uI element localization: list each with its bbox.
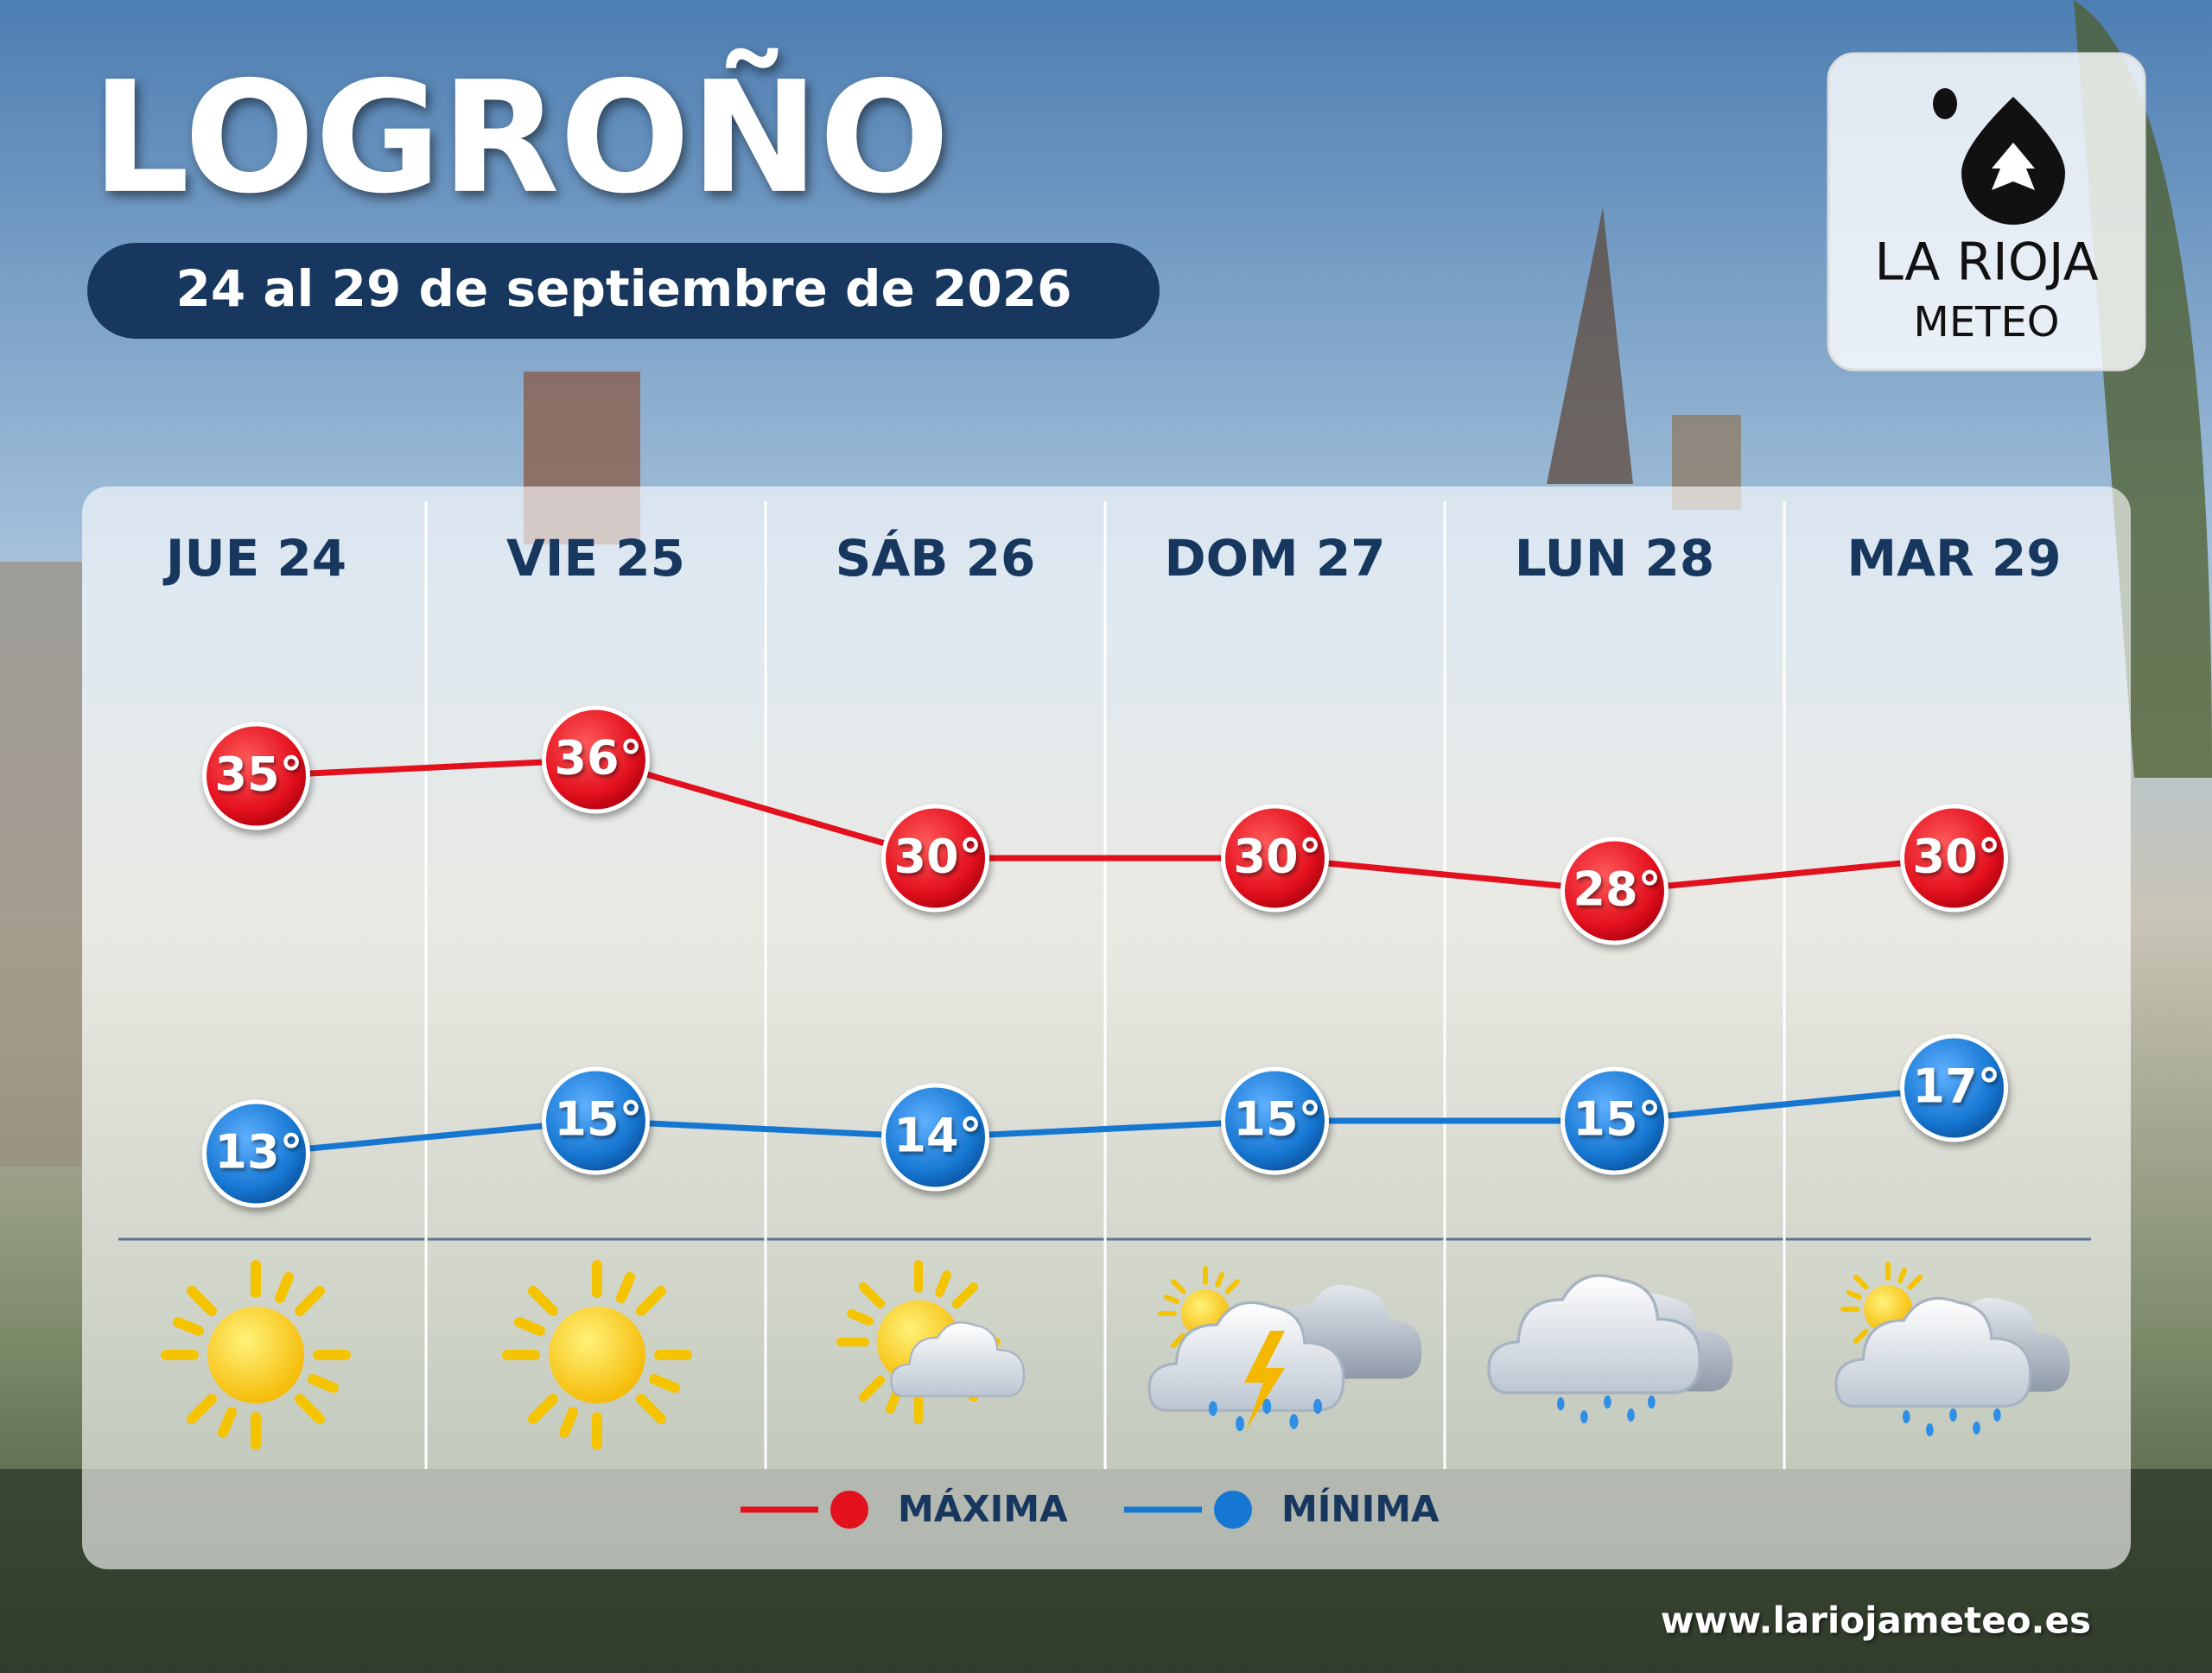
value-marker xyxy=(202,1099,310,1208)
value-label: 35° xyxy=(214,747,302,802)
value-marker xyxy=(202,722,310,830)
series-line xyxy=(256,756,1955,894)
day-label: MAR 29 xyxy=(1847,529,2061,588)
value-label: 30° xyxy=(893,830,982,884)
value-label: 28° xyxy=(1573,862,1661,917)
value-marker xyxy=(1560,1066,1669,1175)
legend-label: MÍNIMA xyxy=(1281,1487,1440,1530)
weather-icons xyxy=(166,1264,2070,1445)
value-marker xyxy=(1221,804,1329,913)
value-marker xyxy=(881,1083,989,1192)
day-label: DOM 27 xyxy=(1164,529,1385,588)
logo-icon xyxy=(1933,88,2065,225)
value-label: 30° xyxy=(1233,830,1321,884)
brand-sub: METEO xyxy=(1913,298,2059,347)
value-label: 14° xyxy=(893,1109,982,1163)
value-marker xyxy=(1900,804,2008,913)
day-label: VIE 25 xyxy=(506,529,685,588)
legend-marker xyxy=(830,1491,868,1529)
value-label: 30° xyxy=(1912,830,2000,884)
value-label: 13° xyxy=(214,1125,302,1180)
website: www.lariojameteo.es xyxy=(1661,1600,2091,1642)
day-label: LUN 28 xyxy=(1515,529,1714,588)
title: LOGROÑO xyxy=(92,48,950,227)
legend-marker xyxy=(1214,1491,1252,1529)
value-marker xyxy=(1900,1034,2008,1142)
value-marker xyxy=(1221,1066,1329,1175)
subtitle: 24 al 29 de septiembre de 2026 xyxy=(176,259,1072,318)
value-label: 36° xyxy=(554,731,642,786)
value-marker xyxy=(542,705,650,814)
value-label: 15° xyxy=(1573,1092,1661,1147)
value-label: 17° xyxy=(1912,1059,2000,1114)
value-label: 15° xyxy=(554,1092,642,1147)
value-marker xyxy=(1560,836,1669,945)
day-label: SÁB 26 xyxy=(836,528,1036,588)
legend-label: MÁXIMA xyxy=(898,1487,1068,1530)
day-label: JUE 24 xyxy=(162,529,346,588)
value-marker xyxy=(881,804,989,913)
brand-name: LA RIOJA xyxy=(1874,232,2098,293)
series-line xyxy=(256,1085,1955,1157)
subtitle-pill xyxy=(87,243,1160,339)
value-label: 15° xyxy=(1233,1092,1321,1147)
value-marker xyxy=(542,1066,650,1175)
